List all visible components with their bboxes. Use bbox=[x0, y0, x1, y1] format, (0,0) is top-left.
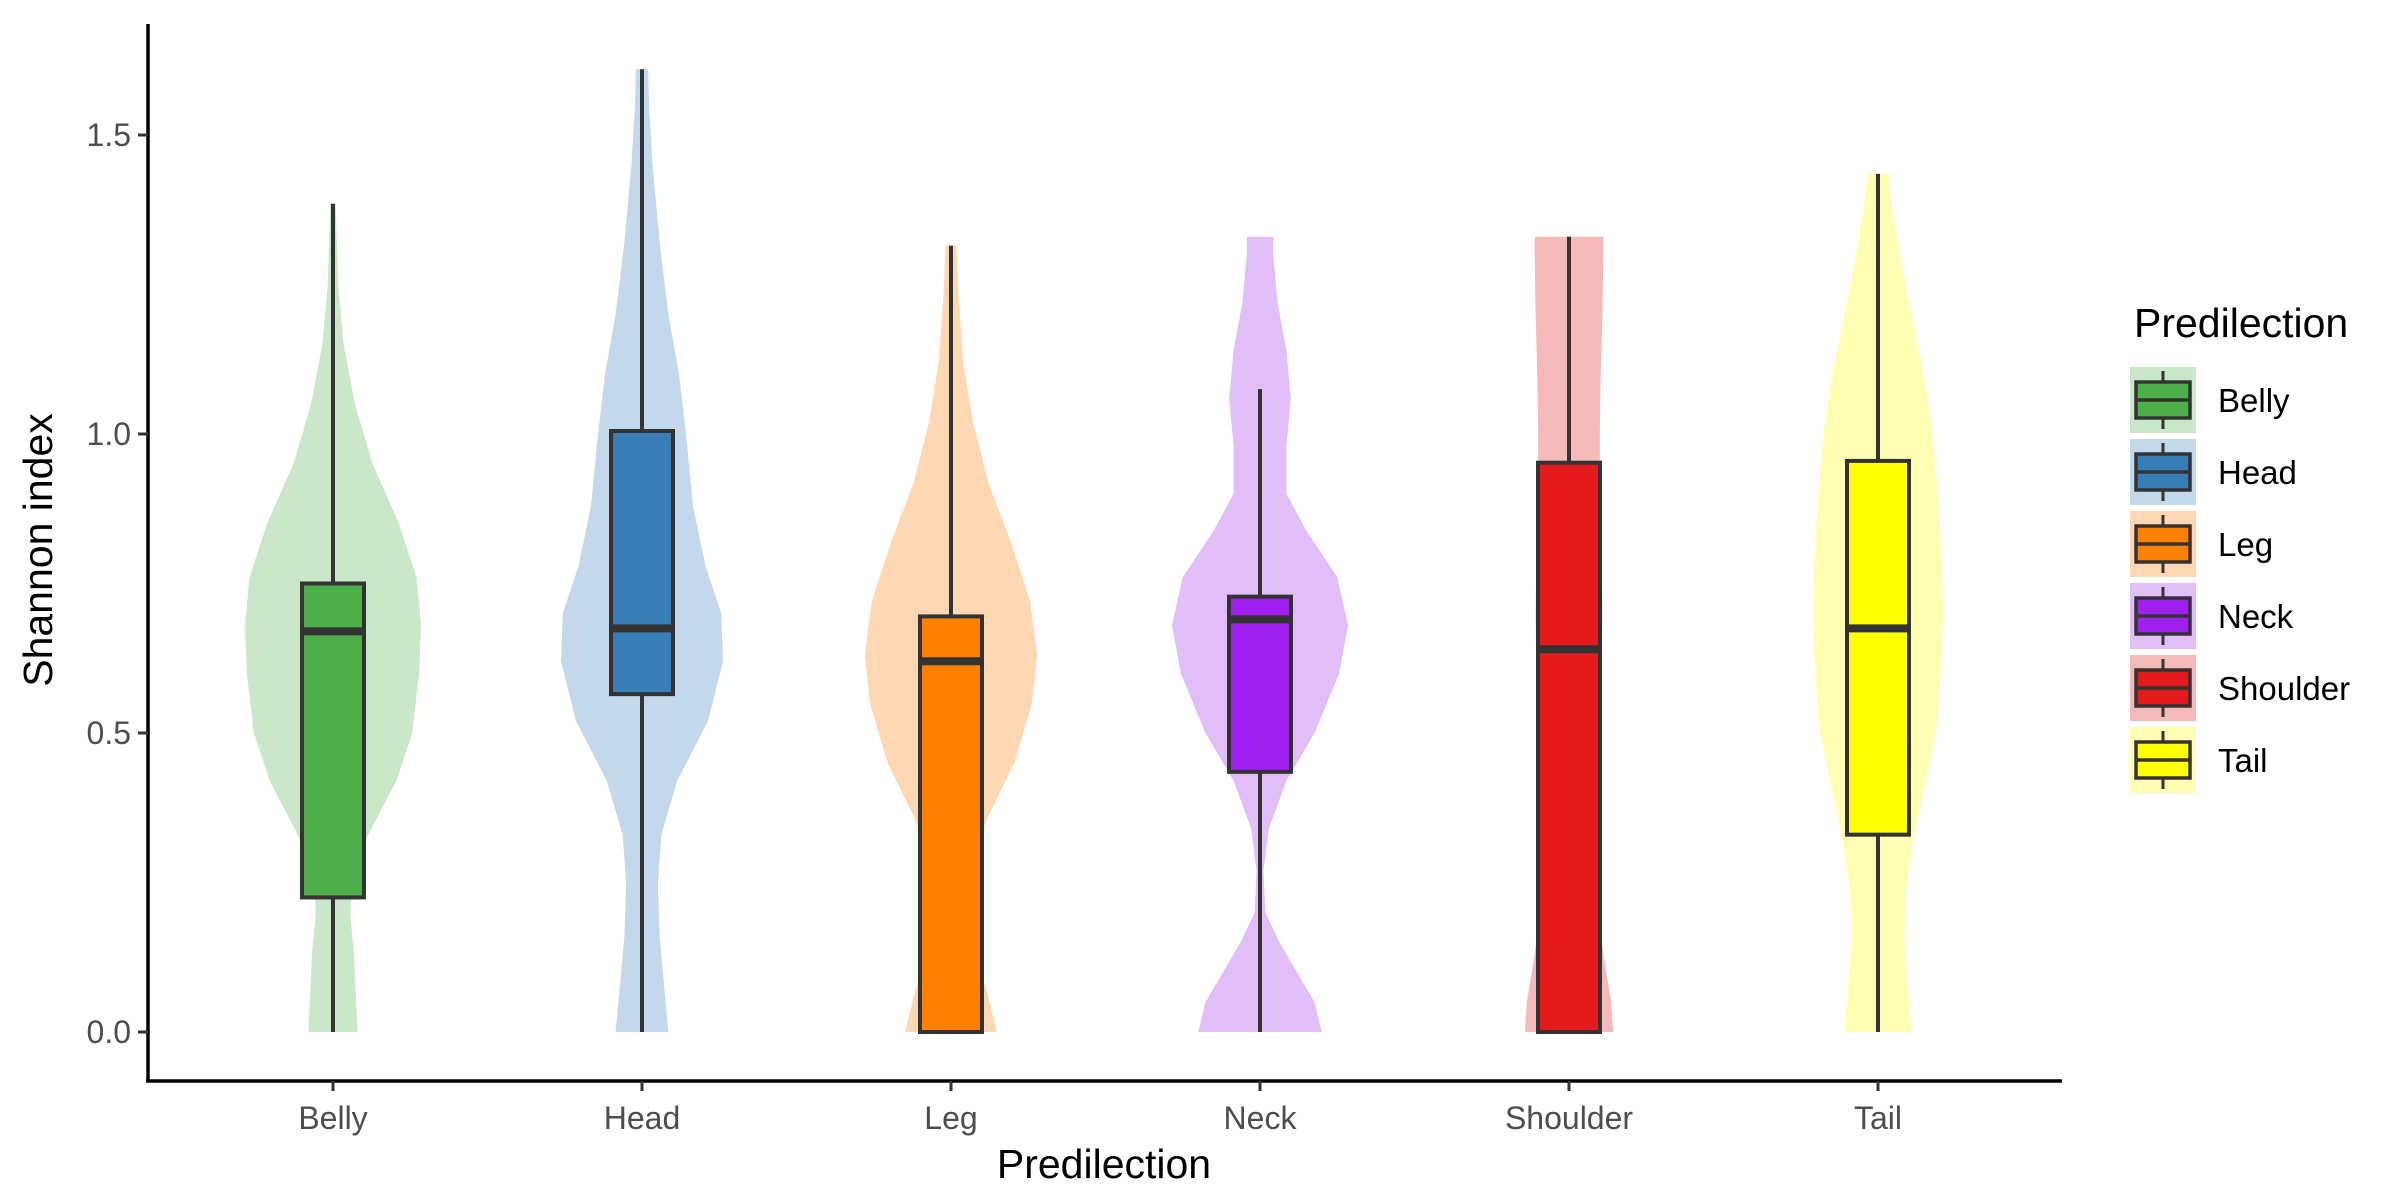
x-tick-label: Head bbox=[604, 1100, 681, 1136]
y-tick-label: 1.5 bbox=[87, 117, 131, 153]
axes bbox=[146, 24, 2062, 1083]
x-tick-label: Leg bbox=[924, 1100, 977, 1136]
legend-label: Belly bbox=[2218, 382, 2290, 419]
legend-label: Head bbox=[2218, 454, 2297, 491]
legend-title: Predilection bbox=[2134, 300, 2348, 346]
legend-item-leg: Leg bbox=[2130, 511, 2273, 577]
x-tick-label: Neck bbox=[1224, 1100, 1298, 1136]
x-tick-label: Shoulder bbox=[1505, 1100, 1633, 1136]
legend-item-belly: Belly bbox=[2130, 367, 2290, 433]
y-tick-label: 0.0 bbox=[87, 1014, 131, 1050]
x-ticks: Belly Head Leg Neck Shoulder Tail bbox=[298, 1081, 1902, 1136]
box-layer bbox=[300, 69, 1911, 1035]
legend-item-head: Head bbox=[2130, 439, 2297, 505]
y-tick-label: 0.5 bbox=[87, 715, 131, 751]
legend-item-tail: Tail bbox=[2130, 727, 2268, 793]
x-axis-title: Predilection bbox=[997, 1141, 1211, 1187]
box-head bbox=[609, 429, 675, 697]
box-tail bbox=[1845, 458, 1911, 837]
legend-item-shoulder: Shoulder bbox=[2130, 655, 2350, 721]
legend-item-neck: Neck bbox=[2130, 583, 2294, 649]
box-belly bbox=[300, 581, 366, 900]
legend-label: Leg bbox=[2218, 526, 2273, 563]
y-axis-title: Shannon index bbox=[15, 413, 61, 687]
violin-layer bbox=[245, 69, 1944, 1033]
x-tick-label: Belly bbox=[298, 1100, 367, 1136]
box-neck bbox=[1227, 594, 1293, 774]
legend: Predilection Belly Head Leg Neck Shoulder Tai… bbox=[2130, 300, 2350, 793]
x-tick-label: Tail bbox=[1854, 1100, 1902, 1136]
box-shoulder bbox=[1536, 460, 1602, 1035]
box-leg bbox=[918, 614, 984, 1034]
legend-label: Tail bbox=[2218, 742, 2268, 779]
legend-label: Shoulder bbox=[2218, 670, 2350, 707]
y-tick-label: 1.0 bbox=[87, 416, 131, 452]
y-ticks: 0.0 0.5 1.0 1.5 bbox=[87, 117, 148, 1050]
legend-label: Neck bbox=[2218, 598, 2294, 635]
